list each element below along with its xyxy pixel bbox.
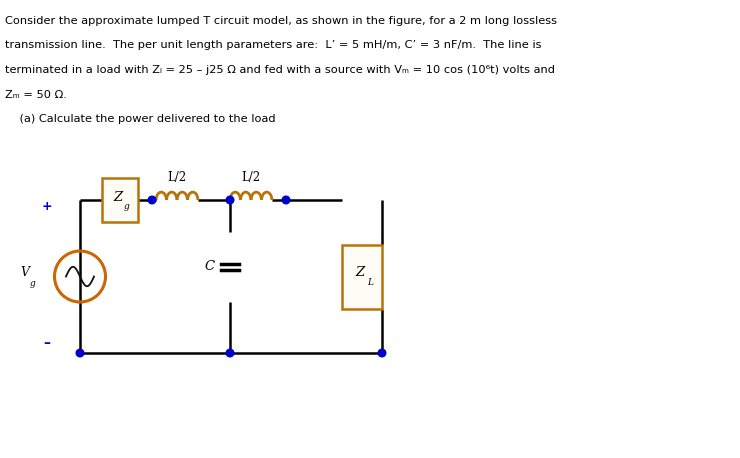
Text: V: V <box>20 266 29 279</box>
Text: L: L <box>367 278 373 287</box>
Circle shape <box>76 349 84 357</box>
Circle shape <box>282 196 290 204</box>
FancyBboxPatch shape <box>102 178 138 222</box>
Circle shape <box>226 196 234 204</box>
Text: L/2: L/2 <box>167 171 186 185</box>
Text: transmission line.  The per unit length parameters are:  L’ = 5 mH/m, C’ = 3 nF/: transmission line. The per unit length p… <box>5 40 542 50</box>
Circle shape <box>226 349 234 357</box>
Text: +: + <box>41 201 52 213</box>
Text: (a) Calculate the power delivered to the load: (a) Calculate the power delivered to the… <box>5 114 275 124</box>
FancyBboxPatch shape <box>342 245 382 309</box>
Text: g: g <box>30 279 36 288</box>
Text: terminated in a load with Zₗ = 25 – j25 Ω and fed with a source with Vₘ = 10 cos: terminated in a load with Zₗ = 25 – j25 … <box>5 65 555 75</box>
Text: Z: Z <box>113 191 122 204</box>
Text: C: C <box>205 261 215 273</box>
Circle shape <box>378 349 386 357</box>
Text: Consider the approximate lumped T circuit model, as shown in the figure, for a 2: Consider the approximate lumped T circui… <box>5 16 557 26</box>
Text: g: g <box>124 202 130 211</box>
Text: Zₘ = 50 Ω.: Zₘ = 50 Ω. <box>5 89 67 99</box>
Circle shape <box>148 196 156 204</box>
Text: –: – <box>43 336 50 350</box>
Text: L/2: L/2 <box>241 171 260 185</box>
Text: Z: Z <box>355 266 364 279</box>
